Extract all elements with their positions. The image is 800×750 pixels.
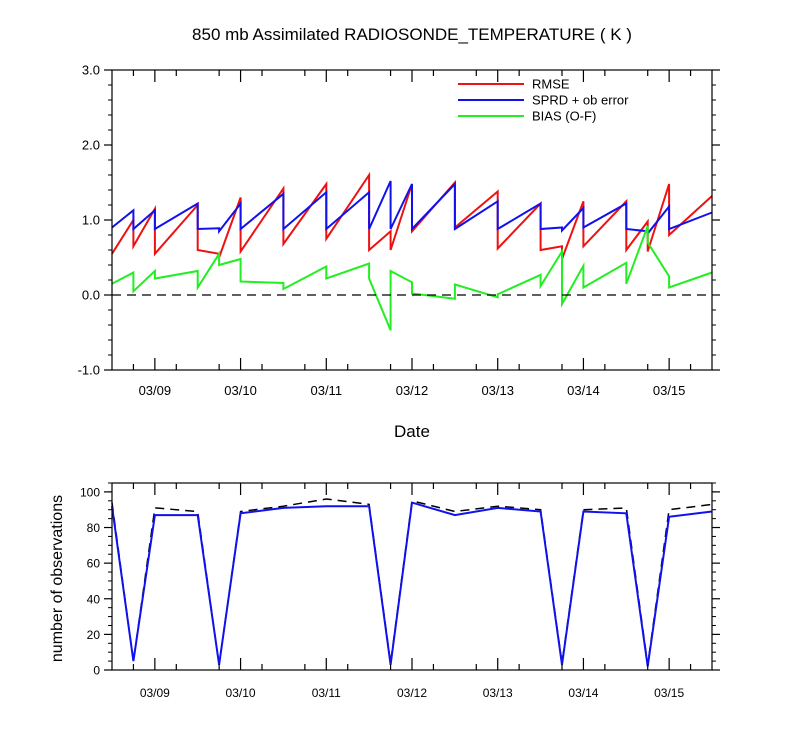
x-tick-label: 03/15 [653, 383, 686, 398]
x-tick-label: 03/14 [568, 686, 598, 700]
series-line-sprd [111, 180, 713, 237]
series-line-obs-used [111, 501, 713, 667]
y-tick-label: 0 [93, 664, 100, 678]
y-tick-label: 0.0 [82, 288, 100, 303]
x-tick-label: 03/09 [139, 383, 172, 398]
x-tick-label: 03/11 [312, 686, 341, 700]
bottom-x-axis: 03/09 03/10 03/11 03/12 03/13 03/14 03/15 [132, 483, 692, 700]
x-tick-label: 03/12 [397, 686, 427, 700]
x-tick-label: 03/12 [396, 383, 429, 398]
bottom-panel: 03/09 03/10 03/11 03/12 03/13 03/14 03/15 0 20 4… [49, 482, 720, 700]
x-tick-label: 03/10 [224, 383, 257, 398]
series-line-rmse [111, 171, 713, 260]
top-y-axis: -1.0 0.0 1.0 2.0 3.0 [78, 63, 720, 378]
bottom-y-axis-label: number of observations [49, 495, 66, 662]
y-tick-label: 3.0 [82, 63, 100, 78]
bottom-plot-frame [111, 482, 713, 671]
x-tick-label: 03/10 [226, 686, 256, 700]
legend-label-bias: BIAS (O-F) [532, 109, 596, 124]
x-tick-label: 03/15 [654, 686, 684, 700]
bottom-y-axis: 0 20 40 60 80 100 [80, 482, 720, 678]
top-x-axis-label: Date [394, 422, 430, 441]
x-tick-label: 03/11 [310, 383, 342, 398]
series-line-bias [111, 225, 713, 331]
y-tick-label: 1.0 [82, 213, 100, 228]
y-tick-label: 60 [87, 557, 101, 571]
x-tick-label: 03/14 [567, 383, 600, 398]
legend-label-rmse: RMSE [532, 77, 570, 92]
legend-label-sprd: SPRD + ob error [532, 93, 629, 108]
y-tick-label: 80 [87, 521, 101, 535]
top-panel: 850 mb Assimilated RADIOSONDE_TEMPERATUR… [78, 25, 720, 441]
top-x-axis: 03/09 03/10 03/11 03/12 03/13 03/14 03/15 [132, 70, 692, 398]
bottom-series-lines [111, 498, 713, 667]
y-tick-label: 20 [87, 628, 101, 642]
x-tick-label: 03/13 [483, 686, 513, 700]
x-tick-label: 03/13 [481, 383, 514, 398]
x-tick-label: 03/09 [140, 686, 170, 700]
y-tick-label: -1.0 [78, 363, 100, 378]
series-line-obs-possible [111, 498, 713, 665]
top-chart-title: 850 mb Assimilated RADIOSONDE_TEMPERATUR… [192, 25, 632, 44]
top-series-lines [111, 171, 713, 331]
y-tick-label: 2.0 [82, 138, 100, 153]
y-tick-label: 40 [87, 592, 101, 606]
y-tick-label: 100 [80, 485, 100, 499]
